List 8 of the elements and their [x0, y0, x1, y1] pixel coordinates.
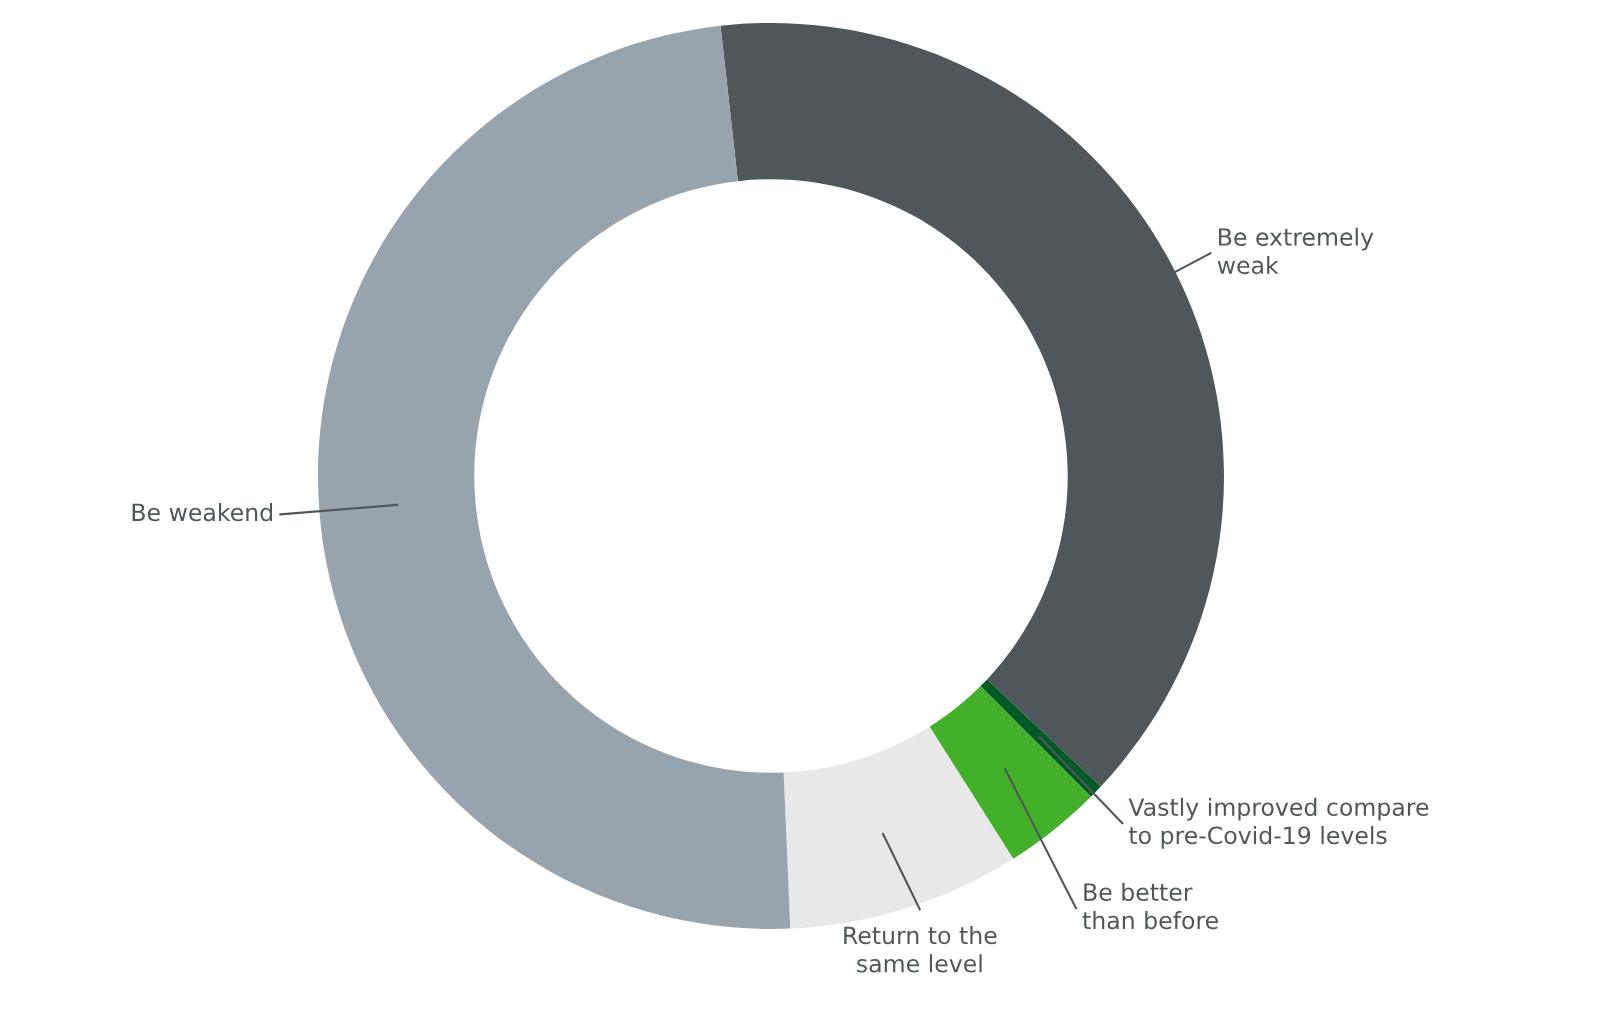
slice-label: Return to the same level: [844, 926, 997, 973]
slice-label: Vastly improved compare to pre-Covid-19 levels: [1128, 797, 1429, 849]
donut-slice: [980, 679, 1101, 797]
slice-label: Be better than before: [1082, 882, 1218, 930]
donut-slice: [318, 25, 791, 929]
donut-slice: [929, 686, 1091, 859]
slice-label: Be extremely weak: [1217, 227, 1374, 275]
slice-label: Be weakend: [132, 502, 273, 522]
